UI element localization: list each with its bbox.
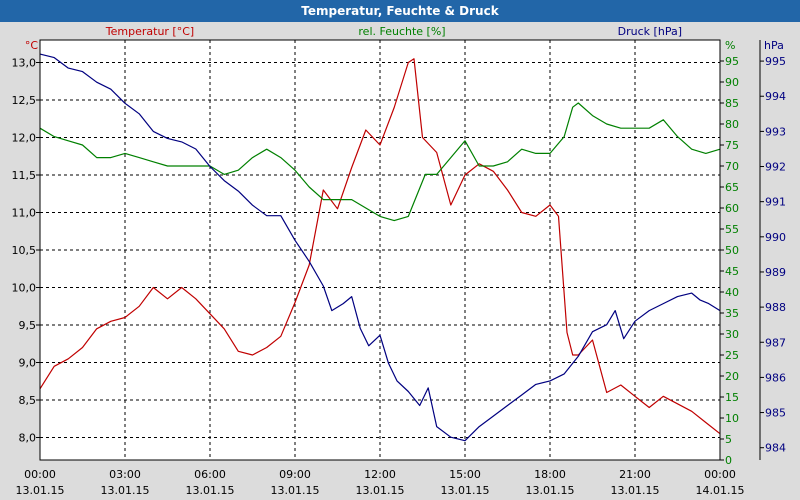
plot-frame: [39, 39, 721, 461]
x-tick-date: 13.01.15: [271, 484, 320, 497]
y-tick-hum: 45: [725, 265, 739, 278]
y-tick-press: 993: [765, 125, 786, 138]
x-tick-date: 13.01.15: [441, 484, 490, 497]
y-tick-temp: 11,0: [12, 207, 37, 220]
x-tick-date: 13.01.15: [526, 484, 575, 497]
y-tick-press: 987: [765, 336, 786, 349]
y-tick-temp: 13,0: [12, 57, 37, 70]
legend-press: Druck [hPa]: [618, 25, 682, 38]
y-tick-temp: 9,5: [19, 319, 37, 332]
y-tick-temp: 8,5: [19, 394, 37, 407]
legend-hum: rel. Feuchte [%]: [358, 25, 445, 38]
y-tick-temp: 11,5: [12, 169, 37, 182]
y-tick-hum: 75: [725, 139, 739, 152]
y-tick-temp: 8,0: [19, 432, 37, 445]
y-tick-press: 988: [765, 301, 786, 314]
y-tick-hum: 25: [725, 349, 739, 362]
y-tick-press: 986: [765, 371, 786, 384]
x-tick-date: 13.01.15: [186, 484, 235, 497]
y-tick-temp: 9,0: [19, 357, 37, 370]
y-tick-hum: 10: [725, 412, 739, 425]
y-tick-press: 989: [765, 266, 786, 279]
x-tick-time: 09:00: [279, 468, 311, 481]
y-tick-press: 985: [765, 407, 786, 420]
y-tick-press: 984: [765, 442, 786, 455]
x-tick-date: 13.01.15: [16, 484, 65, 497]
y-tick-hum: 80: [725, 118, 739, 131]
y-tick-hum: 60: [725, 202, 739, 215]
x-tick-date: 13.01.15: [101, 484, 150, 497]
x-tick-time: 06:00: [194, 468, 226, 481]
y-tick-press: 991: [765, 196, 786, 209]
series-line-hum: [39, 102, 721, 222]
y-tick-hum: 5: [725, 433, 732, 446]
y-tick-press: 995: [765, 55, 786, 68]
y-tick-hum: 0: [725, 454, 732, 467]
y-tick-temp: 10,0: [12, 282, 37, 295]
x-tick-date: 14.01.15: [696, 484, 745, 497]
series-line-temp: [39, 58, 721, 435]
y-axis-unit-press: hPa: [764, 39, 784, 52]
y-tick-hum: 65: [725, 181, 739, 194]
y-tick-hum: 90: [725, 76, 739, 89]
x-tick-time: 21:00: [619, 468, 651, 481]
x-tick-time: 03:00: [109, 468, 141, 481]
y-axis-unit-hum: %: [725, 39, 735, 52]
y-tick-hum: 40: [725, 286, 739, 299]
y-tick-hum: 35: [725, 307, 739, 320]
y-tick-press: 994: [765, 90, 786, 103]
y-tick-hum: 20: [725, 370, 739, 383]
y-tick-hum: 85: [725, 97, 739, 110]
y-axis-unit-temp: °C: [25, 39, 39, 52]
legend-temp: Temperatur [°C]: [105, 25, 194, 38]
y-tick-press: 992: [765, 161, 786, 174]
x-tick-date: 13.01.15: [356, 484, 405, 497]
x-tick-date: 13.01.15: [611, 484, 660, 497]
series-line-press: [39, 53, 721, 442]
y-tick-hum: 95: [725, 55, 739, 68]
x-tick-time: 00:00: [24, 468, 56, 481]
y-tick-temp: 12,0: [12, 132, 37, 145]
x-tick-time: 15:00: [449, 468, 481, 481]
y-tick-temp: 10,5: [12, 244, 37, 257]
chart-title: Temperatur, Feuchte & Druck: [0, 0, 800, 22]
x-tick-time: 12:00: [364, 468, 396, 481]
y-tick-hum: 15: [725, 391, 739, 404]
y-tick-press: 990: [765, 231, 786, 244]
y-tick-hum: 50: [725, 244, 739, 257]
y-tick-hum: 30: [725, 328, 739, 341]
y-tick-temp: 12,5: [12, 94, 37, 107]
x-tick-time: 18:00: [534, 468, 566, 481]
chart-svg: 00:00 13.01.15 03:00 13.01.15 06:00 13.01.15 0…: [12, 25, 787, 497]
x-tick-time: 00:00: [704, 468, 736, 481]
y-tick-hum: 70: [725, 160, 739, 173]
y-tick-hum: 55: [725, 223, 739, 236]
